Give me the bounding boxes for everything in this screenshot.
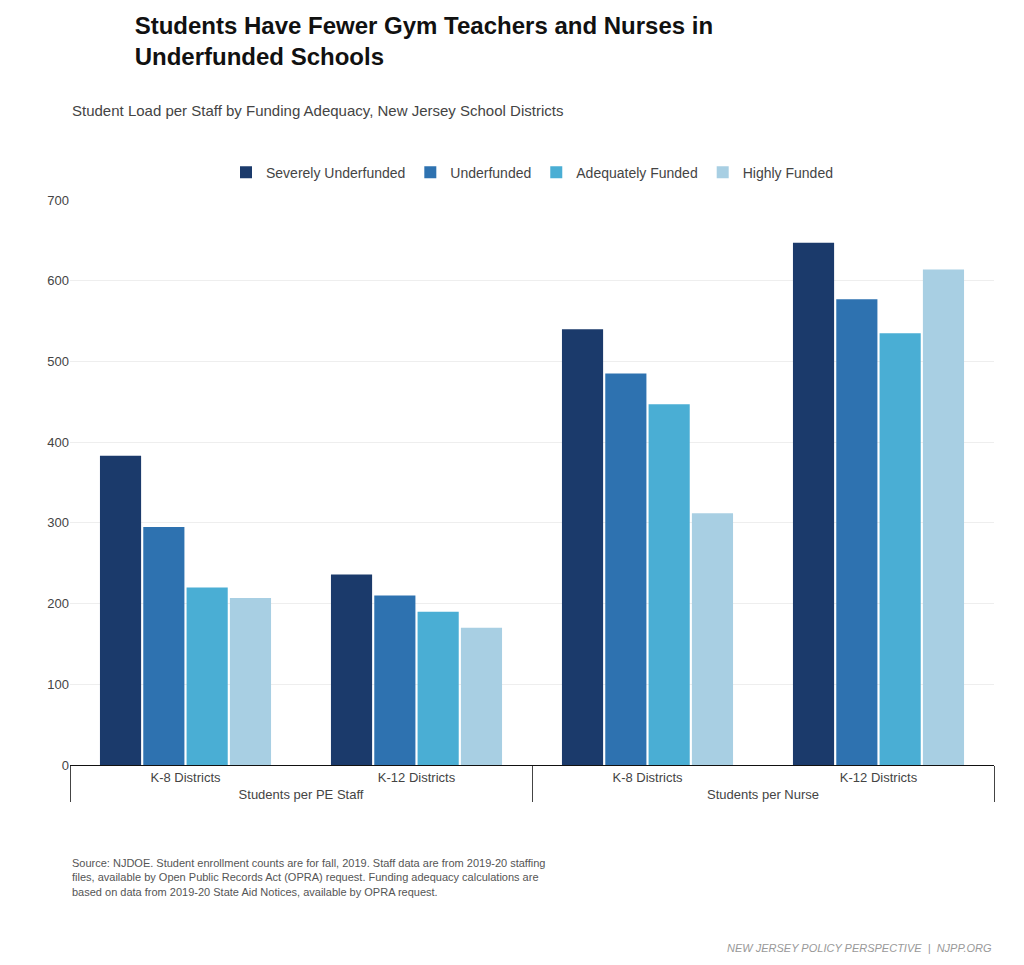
- svg-text:Adequately Funded: Adequately Funded: [576, 165, 697, 181]
- svg-text:0: 0: [62, 758, 69, 773]
- svg-text:500: 500: [47, 354, 69, 369]
- svg-text:K-8 Districts: K-8 Districts: [612, 770, 683, 785]
- svg-text:Source: NJDOE. Student enrollm: Source: NJDOE. Student enrollment counts…: [72, 857, 545, 898]
- svg-text:Highly Funded: Highly Funded: [743, 165, 833, 181]
- svg-text:Underfunded: Underfunded: [450, 165, 531, 181]
- svg-text:600: 600: [47, 273, 69, 288]
- svg-text:400: 400: [47, 435, 69, 450]
- svg-text:100: 100: [47, 677, 69, 692]
- svg-text:200: 200: [47, 596, 69, 611]
- svg-text:K-8 Districts: K-8 Districts: [150, 770, 221, 785]
- svg-text:K-12 Districts: K-12 Districts: [840, 770, 918, 785]
- svg-text:Student Load per Staff by Fund: Student Load per Staff by Funding Adequa…: [72, 102, 563, 119]
- svg-text:300: 300: [47, 515, 69, 530]
- svg-text:Severely Underfunded: Severely Underfunded: [266, 165, 405, 181]
- svg-text:NEW JERSEY POLICY PERSPECTIVE: NEW JERSEY POLICY PERSPECTIVE | NJPP.ORG: [727, 942, 992, 954]
- svg-text:700: 700: [47, 193, 69, 208]
- svg-text:Students Have Fewer Gym Teache: Students Have Fewer Gym Teachers and Nur…: [135, 12, 713, 70]
- svg-text:K-12 Districts: K-12 Districts: [378, 770, 456, 785]
- svg-text:Students per Nurse: Students per Nurse: [707, 787, 819, 802]
- svg-text:Students per PE Staff: Students per PE Staff: [239, 787, 364, 802]
